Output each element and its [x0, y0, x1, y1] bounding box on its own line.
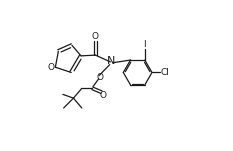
Text: N: N: [107, 56, 115, 66]
Text: O: O: [97, 73, 104, 82]
Text: O: O: [92, 32, 99, 41]
Text: O: O: [47, 63, 54, 72]
Text: I: I: [144, 40, 146, 50]
Text: Cl: Cl: [161, 68, 170, 77]
Text: O: O: [99, 91, 106, 100]
